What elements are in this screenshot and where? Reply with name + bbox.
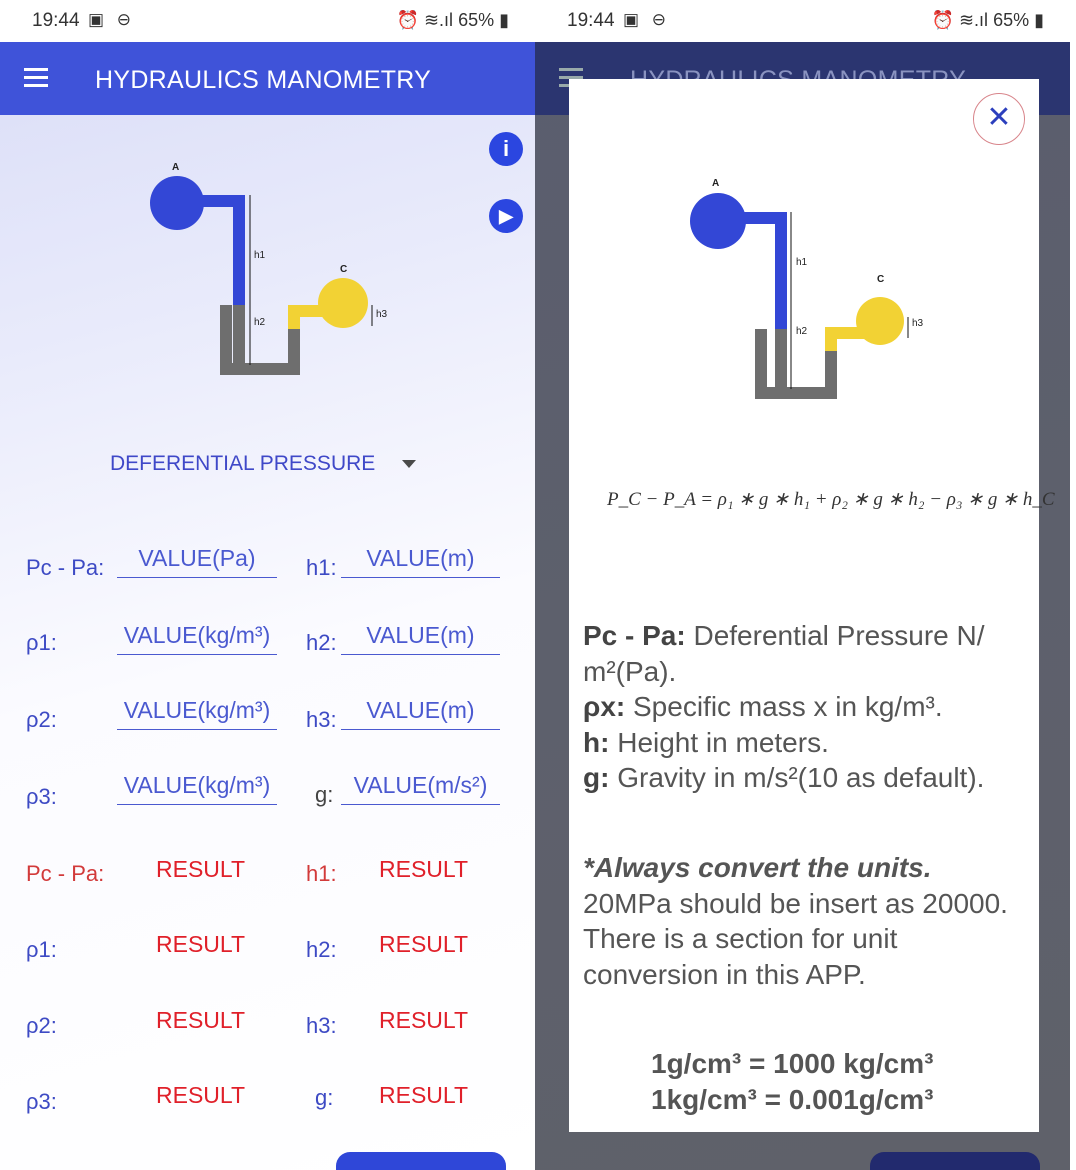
status-time: 19:44 xyxy=(32,10,80,31)
input-label-h3: h3: xyxy=(306,707,337,732)
input-label-rho3: ρ3: xyxy=(26,784,57,809)
info-modal: A C h1 h2 h3 P_C − P_A = ρ₁ ∗ g ∗ h₁ + ρ… xyxy=(569,79,1055,1132)
rho2-input[interactable]: VALUE(kg/m³) xyxy=(117,695,277,730)
h2-input[interactable]: VALUE(m) xyxy=(341,620,500,655)
pipe-a xyxy=(195,195,245,207)
battery-level: 65% xyxy=(458,10,495,30)
result-h3: RESULT xyxy=(379,1007,469,1033)
mode-dropdown[interactable]: DEFERENTIAL PRESSURE xyxy=(110,452,376,475)
result-g: RESULT xyxy=(379,1082,469,1108)
pressure-formula: P_C − P_A = ρ₁ ∗ g ∗ h₁ + ρ₂ ∗ g ∗ h₂ − … xyxy=(607,489,1055,510)
status-right: ⏰ ≋.ıl 65% ▮ xyxy=(396,10,509,30)
desc-h: h: Height in meters. xyxy=(583,726,829,758)
input-label-g: g: xyxy=(315,782,334,807)
modal-h1-label: h1 xyxy=(796,257,808,268)
app-bar: HYDRAULICS MANOMETRY xyxy=(0,42,535,115)
h1-input[interactable]: VALUE(m) xyxy=(341,543,500,578)
h1-label: h1 xyxy=(254,250,266,261)
status-time-2: 19:44 xyxy=(567,10,615,31)
result-h1: RESULT xyxy=(379,856,469,882)
input-label-rho2: ρ2: xyxy=(26,707,57,732)
manometer-diagram: A C h1 h2 h3 xyxy=(150,162,388,375)
status-right-2: ⏰ ≋.ıl 65% ▮ xyxy=(931,10,1044,30)
notification-icons: ▣ ⊖ xyxy=(88,10,136,29)
point-c-label: C xyxy=(340,264,347,275)
point-a-label: A xyxy=(172,162,179,173)
menu-icon[interactable] xyxy=(24,68,48,88)
calculate-button[interactable] xyxy=(336,1152,506,1170)
conversion-1: 1g/cm³ = 1000 kg/cm³ xyxy=(651,1048,934,1079)
result-label-rho2: ρ2: xyxy=(26,1013,57,1038)
result-rho1: RESULT xyxy=(156,931,246,957)
result-label-rho1: ρ1: xyxy=(26,937,57,962)
input-label-h1: h1: xyxy=(306,555,337,580)
modal-manometer-diagram: A C h1 h2 h3 xyxy=(690,178,924,399)
notification-icons-2: ▣ ⊖ xyxy=(623,10,671,29)
result-label-h3: h3: xyxy=(306,1013,337,1038)
rho3-input[interactable]: VALUE(kg/m³) xyxy=(117,770,277,805)
desc-pressure: Pc - Pa: Deferential Pressure N/ m²(Pa). xyxy=(583,620,985,687)
desc-rho: ρx: Specific mass x in kg/m³. xyxy=(583,691,943,722)
modal-h3-label: h3 xyxy=(912,318,924,329)
result-h2: RESULT xyxy=(379,931,469,957)
result-label-g: g: xyxy=(315,1085,334,1110)
desc-g: g: Gravity in m/s²(10 as default). xyxy=(583,762,985,793)
input-label-h2: h2: xyxy=(306,630,337,655)
result-pressure: RESULT xyxy=(156,856,246,882)
variable-description: Pc - Pa: Deferential Pressure N/ m²(Pa).… xyxy=(583,618,1023,796)
unit-note: *Always convert the units. 20MPa should … xyxy=(583,850,1013,992)
unit-note-text: 20MPa should be insert as 20000. There i… xyxy=(583,887,1008,990)
h2-label: h2 xyxy=(254,317,266,328)
status-bar: 19:44 ▣ ⊖ ⏰ ≋.ıl 65% ▮ xyxy=(0,0,535,42)
battery-level-2: 65% xyxy=(993,10,1030,30)
result-label-pc-pa: Pc - Pa: xyxy=(26,861,105,886)
chevron-down-icon[interactable] xyxy=(402,460,416,468)
info-icon[interactable]: i xyxy=(489,132,523,166)
result-rho3: RESULT xyxy=(156,1082,246,1108)
calculate-button-dimmed xyxy=(870,1152,1040,1170)
modal-point-a-label: A xyxy=(712,178,719,189)
status-bar-2: 19:44 ▣ ⊖ ⏰ ≋.ıl 65% ▮ xyxy=(535,0,1070,42)
fluid1-column xyxy=(233,195,245,305)
result-label-rho3: ρ3: xyxy=(26,1089,57,1114)
input-label-pc-pa: Pc - Pa: xyxy=(26,555,105,580)
modal-h2-label: h2 xyxy=(796,326,808,337)
conversion-list: 1g/cm³ = 1000 kg/cm³ 1kg/cm³ = 0.001g/cm… xyxy=(651,1046,933,1117)
play-icon[interactable]: ▶ xyxy=(489,199,523,233)
result-rho2: RESULT xyxy=(156,1007,246,1033)
result-label-h2: h2: xyxy=(306,937,337,962)
conversion-2: 1kg/cm³ = 0.001g/cm³ xyxy=(651,1083,934,1115)
result-label-h1: h1: xyxy=(306,861,337,886)
h3-input[interactable]: VALUE(m) xyxy=(341,695,500,730)
modal-point-c-label: C xyxy=(877,274,884,285)
info-dialog-screen: 19:44 ▣ ⊖ ⏰ ≋.ıl 65% ▮ HYDRAULICS MANOME… xyxy=(535,0,1070,1170)
vessel-c xyxy=(318,278,368,328)
h3-label: h3 xyxy=(376,309,388,320)
close-icon[interactable]: ✕ xyxy=(973,93,1025,145)
input-label-rho1: ρ1: xyxy=(26,630,57,655)
main-screen: 19:44 ▣ ⊖ ⏰ ≋.ıl 65% ▮ HYDRAULICS MANOME… xyxy=(0,0,535,1170)
rho1-input[interactable]: VALUE(kg/m³) xyxy=(117,620,277,655)
app-title: HYDRAULICS MANOMETRY xyxy=(95,66,432,94)
vessel-a xyxy=(150,176,204,230)
g-input[interactable]: VALUE(m/s²) xyxy=(341,770,500,805)
pressure-input[interactable]: VALUE(Pa) xyxy=(117,543,277,578)
fluid2-bottom xyxy=(220,363,300,375)
unit-note-emphasis: *Always convert the units. xyxy=(583,852,932,883)
